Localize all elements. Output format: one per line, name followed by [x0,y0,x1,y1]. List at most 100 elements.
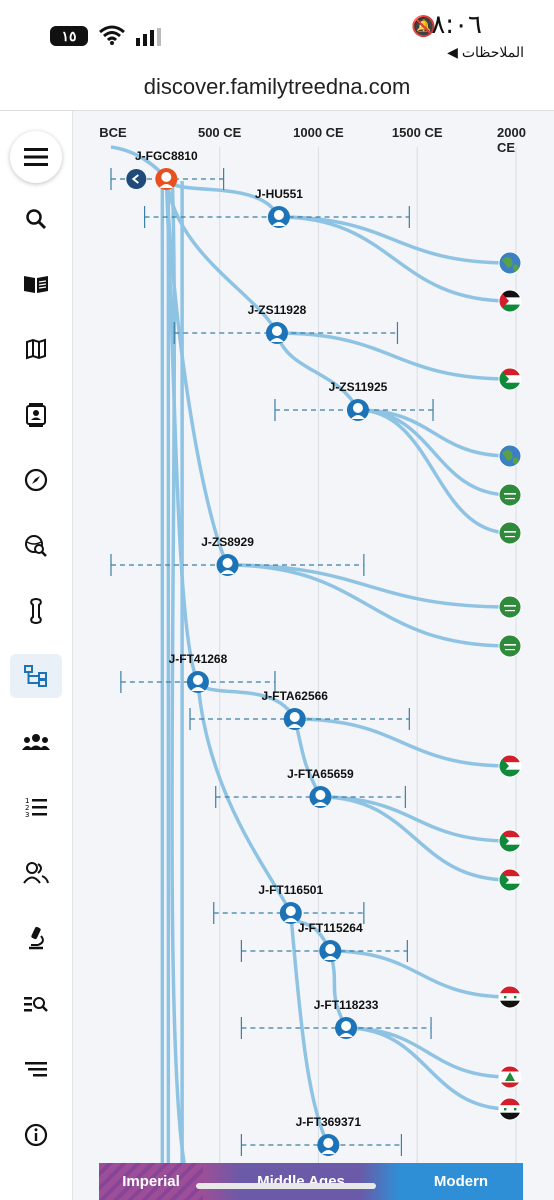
person-icon [273,210,284,220]
haplogroup-label: J-FT369371 [296,1115,362,1129]
palestine-flag-icon[interactable] [498,289,522,313]
leaf-branch [278,215,511,303]
signal-icon [136,28,161,46]
url-text[interactable]: discover.familytreedna.com [143,74,411,99]
person-icon [289,712,300,722]
sudan-flag-icon[interactable] [498,829,522,853]
sidebar-item-bone[interactable] [10,589,62,633]
tree-timeline-panel[interactable]: BCE 500 CE 1000 CE 1500 CE 2000 CE J-FGC8810… [73,111,554,1200]
tree-branch [164,178,200,683]
person-icon [159,184,174,188]
haplogroup-label: J-FGC8810 [135,149,198,163]
info-icon [24,1123,48,1147]
axis-tick-label: 1500 CE [391,125,443,140]
leaf-branch [320,795,511,882]
people-icon [23,862,49,884]
person-icon [315,790,326,800]
axis-tick-label: BCE [99,125,127,140]
status-bar: ١٥ 🔕 ٨:٠٦ ◀ الملاحظات [0,0,554,70]
collapse-button[interactable] [126,169,147,189]
timeline-axis: BCE 500 CE 1000 CE 1500 CE 2000 CE [73,111,554,155]
book-icon [24,276,48,293]
menu-button[interactable] [10,131,62,183]
tree-branch [196,681,293,914]
syria-flag-icon[interactable] [498,1097,522,1121]
leaf-branch [294,717,511,768]
person-icon [287,724,302,728]
tree-branch [164,178,230,566]
sudan-flag-icon[interactable] [498,367,522,391]
sudan-flag-icon[interactable] [498,754,522,778]
microscope-icon [29,926,44,950]
haplogroup-label: J-FT118233 [314,998,379,1012]
numbered-list-icon: 123 [25,797,47,818]
person-icon [220,570,235,574]
person-icon [325,944,336,954]
saudi-flag-icon[interactable] [498,483,522,507]
haplogroup-label: J-FT115264 [298,921,363,935]
bone-icon [30,598,42,624]
back-to-app-link[interactable]: ◀ الملاحظات [447,44,524,60]
tree-branch [328,950,348,1029]
bell-muted-icon: 🔕 [411,16,436,38]
sidebar-item-microscope[interactable] [10,916,62,960]
person-icon [350,415,365,419]
leaf-branch [278,215,511,265]
sort-icon [25,1062,47,1077]
sidebar-item-globe-search[interactable] [10,524,62,568]
tree-branch [293,718,322,798]
person-icon [190,687,205,691]
haplogroup-tree[interactable]: J-FGC8810 J-HU551 J-ZS11928 J-ZS11925 J-ZS89… [73,111,554,1163]
sidebar-item-compass[interactable] [10,458,62,502]
haplogroup-label: J-ZS11925 [329,380,388,394]
axis-tick-label: 500 CE [197,125,242,140]
search-icon [26,209,47,230]
wifi-icon [99,25,125,45]
globe-flag-icon[interactable] [498,444,522,468]
sudan-flag-icon[interactable] [498,868,522,892]
saudi-flag-icon[interactable] [498,521,522,545]
svg-text:1: 1 [25,797,29,805]
person-icon [161,172,172,182]
leaf-branch [330,949,511,999]
person-icon [222,558,233,568]
sidebar-item-book[interactable] [10,262,62,306]
leaf-branch [357,408,511,497]
haplogroup-label: J-ZS11928 [248,303,307,317]
haplogroup-label: J-FTA65659 [287,767,354,781]
map-icon [26,338,46,360]
era-bar: Imperial Middle Ages Modern [99,1163,523,1200]
person-icon [271,326,282,336]
svg-text:3: 3 [25,811,29,818]
sidebar-item-people[interactable] [10,851,62,895]
battery-indicator: ١٥ [50,26,88,46]
saudi-flag-icon[interactable] [498,595,522,619]
sidebar-item-search[interactable] [10,197,62,241]
status-time: ٨:٠٦ [431,10,482,40]
sidebar-item-tree[interactable] [10,654,62,698]
sidebar-item-profile-card[interactable] [10,393,62,437]
lebanon-flag-icon[interactable] [498,1065,522,1089]
sidebar-item-list-search[interactable] [10,982,62,1026]
axis-tick-label: 2000 CE [497,125,526,155]
sidebar-item-map[interactable] [10,327,62,371]
person-icon [352,403,363,413]
sidebar-item-info[interactable] [10,1113,62,1157]
sidebar-item-sort[interactable] [10,1047,62,1091]
list-search-icon [24,997,48,1012]
chevron-left-icon [131,174,139,184]
globe-flag-icon[interactable] [498,251,522,275]
tree-branch [275,332,360,411]
leaf-branch [346,1026,511,1111]
saudi-flag-icon[interactable] [498,634,522,658]
sidebar-item-groups[interactable] [10,720,62,764]
axis-tick-label: 1000 CE [293,125,344,140]
haplogroup-label: J-FTA62566 [261,689,328,703]
leaf-branch [357,408,511,535]
address-bar[interactable]: discover.familytreedna.com [0,70,554,111]
person-icon [285,906,296,916]
syria-flag-icon[interactable] [498,985,522,1009]
groups-icon [22,734,50,750]
leaf-branch [227,563,511,648]
